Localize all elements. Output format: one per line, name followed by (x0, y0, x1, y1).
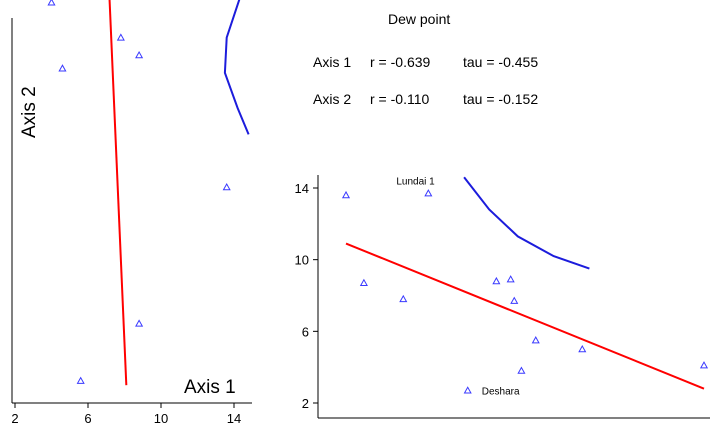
left-smooth-curve (223, 0, 250, 135)
stats-row-axis2: Axis 2 r = -0.110 tau = -0.152 (313, 91, 538, 107)
dew-point-panel: 2 6 10 14 Lundai 1 Deshara (295, 175, 710, 419)
x-axis-label: Axis 1 (184, 377, 236, 398)
right-data-point (463, 386, 472, 394)
stats-row-axis1: Axis 1 r = -0.639 tau = -0.455 (313, 54, 538, 70)
right-y-tick-label: 6 (302, 324, 309, 339)
left-data-point (135, 50, 144, 59)
right-data-point (506, 275, 515, 283)
right-data-point (510, 296, 519, 304)
left-x-tick-label: 6 (84, 411, 91, 426)
left-data-point (222, 182, 231, 191)
left-x-tick-label: 14 (227, 411, 241, 426)
left-x-ticks: 2 6 10 14 (11, 403, 241, 426)
left-data-point (58, 64, 67, 72)
stats-axis2-label: Axis 2 (313, 91, 351, 107)
chart-title: Dew point (388, 11, 450, 27)
stats-axis1-r: r = -0.639 (370, 54, 431, 70)
left-points (47, 0, 231, 384)
right-y-ticks: 2 6 10 14 (295, 181, 318, 411)
right-data-point (424, 189, 433, 197)
right-data-point (578, 345, 587, 353)
point-label: Deshara (482, 386, 520, 397)
left-x-tick-label: 2 (11, 411, 18, 426)
left-x-tick-label: 10 (154, 411, 168, 426)
stats-axis1-tau: tau = -0.455 (463, 54, 538, 70)
right-data-point (492, 276, 501, 285)
right-data-point (359, 278, 368, 287)
left-data-point (135, 319, 144, 327)
right-data-point (517, 366, 526, 374)
right-data-point (341, 190, 351, 199)
right-points: Lundai 1 Deshara (341, 176, 709, 397)
right-data-point (399, 294, 408, 303)
point-label: Lundai 1 (396, 176, 435, 187)
right-y-tick-label: 10 (295, 253, 309, 268)
right-y-tick-label: 14 (295, 181, 309, 196)
right-data-point (699, 361, 709, 369)
right-y-tick-label: 2 (302, 396, 309, 411)
y-axis-label: Axis 2 (19, 86, 40, 138)
right-data-point (531, 336, 540, 344)
stats-axis1-label: Axis 1 (313, 54, 351, 70)
left-data-point (116, 33, 125, 41)
stats-axis2-r: r = -0.110 (370, 91, 429, 107)
left-data-point (76, 376, 85, 384)
ordination-panel: 2 6 10 14 Axis 2 Axis 1 (11, 0, 252, 426)
right-fit-line (345, 242, 705, 390)
right-smooth-curve (463, 176, 590, 270)
left-data-point (47, 0, 56, 6)
left-fit-line (108, 0, 128, 386)
stats-axis2-tau: tau = -0.152 (463, 91, 538, 107)
